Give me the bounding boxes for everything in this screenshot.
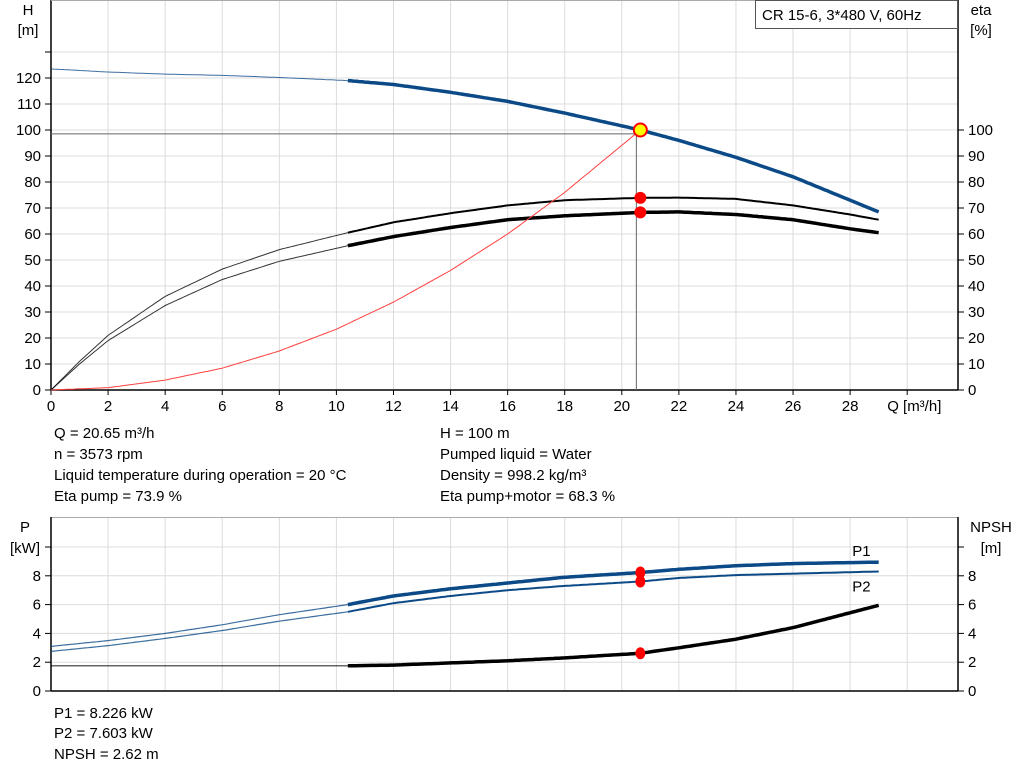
x-tick-label: 4: [161, 398, 169, 415]
y-tick-label-right: 0: [968, 382, 976, 399]
x-tick-label: 0: [47, 398, 55, 415]
y-axis-unit-npsh: [m]: [981, 540, 1002, 557]
y-tick-label-left: 20: [24, 330, 41, 347]
H-curve-extrapolated: [50, 68, 348, 82]
x-tick-label: 12: [385, 398, 402, 415]
y-axis-unit-h: [m]: [18, 22, 39, 39]
info-eta-pump-motor: Eta pump+motor = 68.3 %: [440, 488, 616, 505]
system-curve-curve: [50, 130, 640, 391]
y-tick-label-left: 30: [24, 304, 41, 321]
x-tick-label: 20: [613, 398, 630, 415]
eta-pump-curve: [347, 196, 879, 234]
p1-series-label: P1: [852, 543, 870, 560]
y-tick-label-right: 50: [968, 252, 985, 269]
npsh-curve: [347, 603, 880, 668]
y-tick-label-left: 80: [24, 174, 41, 191]
p2-curve-extrapolated: [50, 611, 348, 652]
eta-pump-curve-extrapolated: [50, 232, 348, 391]
p1-curve-extrapolated: [50, 604, 348, 647]
x-tick-label: 26: [785, 398, 802, 415]
y-tick-label-right: 20: [968, 330, 985, 347]
x-tick-label: 14: [442, 398, 459, 415]
y-tick-label-left: 0: [33, 683, 41, 700]
y-tick-label-right: 4: [968, 625, 976, 642]
y-tick-label-right: 8: [968, 568, 976, 585]
y-tick-label-left: 90: [24, 148, 41, 165]
y-tick-label-right: 60: [968, 226, 985, 243]
y-tick-label-left: 6: [33, 597, 41, 614]
y-tick-label-right: 90: [968, 148, 985, 165]
eta-pump-duty-point: [634, 191, 647, 204]
info-p1: P1 = 8.226 kW: [54, 705, 153, 722]
info-p2: P2 = 7.603 kW: [54, 725, 153, 742]
p2-series-label: P2: [852, 578, 870, 595]
y-tick-label-left: 70: [24, 200, 41, 217]
y-tick-label-right: 70: [968, 200, 985, 217]
y-tick-label-right: 2: [968, 654, 976, 671]
y-tick-label-left: 60: [24, 226, 41, 243]
y-tick-label-left: 50: [24, 252, 41, 269]
x-tick-label: 6: [218, 398, 226, 415]
y-tick-label-left: 110: [17, 96, 41, 113]
info-temperature: Liquid temperature during operation = 20…: [54, 467, 347, 484]
info-density: Density = 998.2 kg/m³: [440, 467, 587, 484]
y-tick-label-right: 40: [968, 278, 985, 295]
chart-title: CR 15-6, 3*480 V, 60Hz: [762, 7, 922, 24]
info-eta-pump: Eta pump = 73.9 %: [54, 488, 182, 505]
info-q: Q = 20.65 m³/h: [54, 425, 155, 442]
y-tick-label-left: 40: [24, 278, 41, 295]
info-head: H = 100 m: [440, 425, 510, 442]
head-duty-point: [632, 122, 648, 138]
y-tick-label-right: 100: [968, 122, 993, 139]
x-tick-label: 24: [728, 398, 745, 415]
p1-duty-point: [635, 566, 646, 579]
y-axis-label-npsh: NPSH: [970, 519, 1012, 536]
p2-duty-point: [635, 575, 646, 588]
y-tick-label-left: 0: [33, 382, 41, 399]
legend-box: [755, 0, 958, 29]
y-axis-label-eta: eta: [971, 2, 993, 19]
y-tick-label-right: 10: [968, 356, 985, 373]
x-axis-label: Q [m³/h]: [887, 398, 941, 415]
y-tick-label-left: 10: [24, 356, 41, 373]
npsh-duty-point: [635, 647, 646, 660]
y-tick-label-right: 6: [968, 597, 976, 614]
p1-curve: [347, 560, 879, 607]
x-tick-label: 8: [275, 398, 283, 415]
x-tick-label: 2: [104, 398, 112, 415]
y-tick-label-left: 8: [33, 568, 41, 585]
y-tick-label-right: 30: [968, 304, 985, 321]
info-liquid: Pumped liquid = Water: [440, 446, 592, 463]
y-tick-label-left: 2: [33, 654, 41, 671]
x-tick-label: 18: [556, 398, 573, 415]
y-tick-label-left: 4: [33, 625, 41, 642]
info-npsh: NPSH = 2.62 m: [54, 746, 159, 763]
p2-curve: [347, 570, 879, 613]
x-tick-label: 22: [671, 398, 688, 415]
y-axis-label-p: P: [20, 519, 30, 536]
y-tick-label-left: 100: [16, 122, 41, 139]
x-tick-label: 10: [328, 398, 345, 415]
y-tick-label-right: 0: [968, 683, 976, 700]
eta-pump-motor-curve-extrapolated: [50, 245, 348, 391]
y-axis-unit-p: [kW]: [10, 540, 40, 557]
y-tick-label-left: 120: [16, 70, 41, 87]
y-axis-unit-eta: [%]: [970, 22, 992, 39]
x-tick-label: 28: [842, 398, 859, 415]
x-tick-label: 16: [499, 398, 516, 415]
eta-pump-motor-curve: [347, 210, 879, 248]
H-curve: [347, 78, 880, 214]
y-axis-label-h: H: [23, 2, 34, 19]
eta-pump-motor-duty-point: [634, 206, 647, 219]
y-tick-label-right: 80: [968, 174, 985, 191]
info-speed: n = 3573 rpm: [54, 446, 143, 463]
